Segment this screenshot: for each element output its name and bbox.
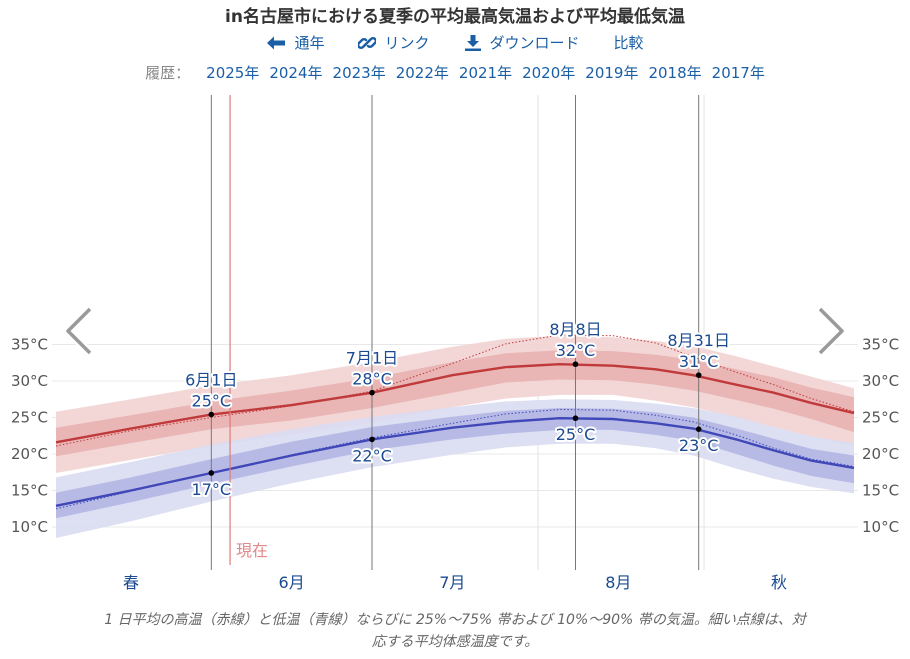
chevron-left-icon — [62, 306, 96, 360]
annotation-low-value: 22°C — [352, 446, 392, 465]
prev-nav-button[interactable] — [62, 306, 96, 356]
now-label: 現在 — [236, 541, 268, 560]
next-nav-button[interactable] — [814, 306, 848, 356]
chart-title: in名古屋市における夏季の平均最高気温および平均最低気温 — [225, 7, 685, 27]
history-year-2023[interactable]: 2023年 — [332, 64, 386, 82]
month-label: 春 — [123, 573, 139, 592]
annotation-low-value: 23°C — [679, 436, 719, 455]
annotation-date: 6月1日 — [185, 371, 237, 390]
high-feels-like-line — [55, 334, 855, 447]
annotation-date: 8月8日 — [549, 320, 601, 339]
annotation-date: 7月1日 — [346, 349, 398, 368]
low-point — [369, 436, 375, 443]
annotation-low-value: 17°C — [192, 480, 232, 499]
high-mean-line — [55, 362, 855, 444]
y-tick-label-right: 30°C — [862, 372, 899, 390]
annotation-high-value: 25°C — [192, 392, 232, 411]
compare-button[interactable]: 比較 — [614, 32, 644, 53]
history-bar: 履歴： 2025年 2024年 2023年 2022年 2021年 2020年 … — [0, 62, 910, 83]
high-band-25-75 — [56, 350, 854, 457]
month-label: 8月 — [605, 573, 631, 592]
chart-caption: 1 日平均の高温（赤線）と低温（青線）ならびに 25%～75% 帯および 10%… — [10, 609, 900, 653]
high-point — [572, 361, 579, 368]
annual-label: 通年 — [294, 34, 325, 52]
toolbar: 通年 リンク ダウンロード 比較 — [0, 32, 910, 53]
annotation-high-value: 28°C — [352, 370, 392, 389]
link-label: リンク — [384, 34, 430, 52]
arrow-left-icon — [266, 35, 286, 51]
annotation-date: 8月31日 — [667, 331, 730, 350]
y-tick-label-right: 15°C — [862, 482, 899, 500]
annual-button[interactable]: 通年 — [266, 32, 324, 53]
high-point — [695, 372, 702, 378]
history-year-2024[interactable]: 2024年 — [269, 64, 323, 82]
history-year-2022[interactable]: 2022年 — [395, 64, 449, 82]
y-tick-label-left: 35°C — [11, 336, 48, 354]
y-tick-label-left: 20°C — [11, 445, 48, 463]
download-button[interactable]: ダウンロード — [464, 32, 580, 53]
y-tick-label-left: 10°C — [11, 518, 48, 536]
annotation-low-value: 25°C — [556, 425, 596, 444]
caption-line-2: 応する平均体感温度です。 — [371, 634, 539, 650]
history-year-2019[interactable]: 2019年 — [585, 64, 639, 82]
caption-line-1: 1 日平均の高温（赤線）と低温（青線）ならびに 25%～75% 帯および 10%… — [104, 612, 806, 628]
history-year-2025[interactable]: 2025年 — [206, 64, 260, 82]
low-point — [695, 426, 702, 432]
download-icon — [464, 34, 482, 52]
y-tick-label-right: 25°C — [862, 409, 899, 427]
link-icon — [358, 34, 377, 52]
history-year-2021[interactable]: 2021年 — [458, 64, 513, 82]
low-point — [572, 415, 579, 422]
high-point — [208, 411, 215, 418]
y-tick-label-right: 35°C — [862, 336, 899, 354]
y-tick-label-right: 20°C — [862, 445, 899, 463]
chevron-right-icon — [814, 306, 848, 360]
high-point — [369, 389, 375, 396]
month-label: 7月 — [439, 573, 465, 592]
history-year-2020[interactable]: 2020年 — [522, 64, 576, 82]
y-tick-label-left: 30°C — [11, 372, 48, 390]
history-year-2018[interactable]: 2018年 — [648, 64, 702, 82]
y-tick-label-right: 10°C — [862, 518, 899, 536]
annotation-high-value: 31°C — [679, 352, 719, 371]
history-year-2017[interactable]: 2017年 — [711, 64, 765, 82]
y-tick-label-left: 15°C — [11, 482, 48, 500]
download-label: ダウンロード — [489, 34, 580, 52]
low-band-25-75 — [56, 408, 854, 519]
annotation-high-value: 32°C — [556, 341, 596, 360]
low-point — [208, 470, 215, 476]
history-label: 履歴： — [145, 64, 191, 82]
link-button[interactable]: リンク — [358, 32, 430, 53]
month-label: 秋 — [771, 573, 787, 592]
low-mean-line — [55, 416, 855, 507]
y-tick-label-left: 25°C — [11, 409, 48, 427]
month-label: 6月 — [279, 573, 305, 592]
compare-label: 比較 — [613, 34, 644, 52]
